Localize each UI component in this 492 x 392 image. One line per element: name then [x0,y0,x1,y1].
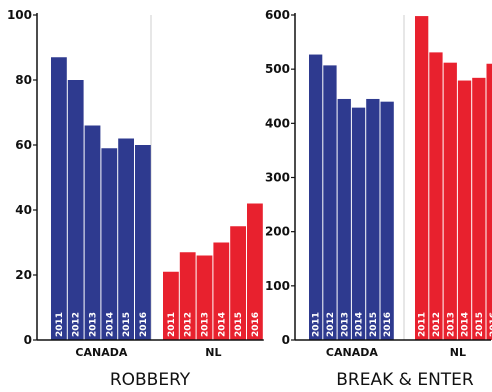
bar-year-label: 2013 [201,312,211,337]
bar-year-label: 2016 [251,312,261,337]
bar-canada-2011 [309,55,322,340]
y-tick-label: 100 [7,8,32,22]
bar-year-label: 2013 [340,312,350,337]
bar-year-label: 2015 [369,312,379,337]
category-label-canada: CANADA [326,346,378,359]
y-tick-label: 300 [265,171,290,185]
bar-canada-2014 [352,108,365,340]
bar-canada-2015 [118,139,134,341]
bar-canada-2016 [135,145,151,340]
bar-canada-2014 [101,148,117,340]
bar-canada-2013 [338,99,351,340]
y-tick-label: 200 [265,225,290,239]
bar-year-label: 2014 [105,312,115,337]
category-label-nl: NL [205,346,221,359]
bar-nl-2011 [415,16,428,340]
y-tick-label: 60 [15,138,32,152]
chart-panel-2: 2011 2012 2013 2014 2015 2016 2011 2012 2013 2014… [265,8,492,390]
category-label-canada: CANADA [75,346,127,359]
bar-canada-2013 [85,126,101,341]
y-tick-label: 0 [24,333,32,347]
y-tick-label: 80 [15,73,32,87]
bar-canada-2015 [366,99,379,340]
bar-year-label: 2012 [432,312,442,337]
bar-year-label: 2012 [184,312,194,337]
bar-year-label: 2016 [383,312,393,337]
bar-nl-2014 [458,81,471,340]
bar-year-label: 2012 [326,312,336,337]
bar-year-label: 2015 [234,312,244,337]
bar-canada-2012 [323,65,336,340]
bar-nl-2015 [472,78,485,340]
bar-year-label: 2014 [217,312,227,337]
bar-year-label: 2011 [418,312,428,337]
bar-year-label: 2014 [461,312,471,337]
bar-year-label: 2011 [312,312,322,337]
bar-year-label: 2015 [475,312,485,337]
bar-nl-2016 [487,64,492,340]
bar-canada-2011 [51,57,67,340]
chart-title: ROBBERY [110,370,191,390]
bar-year-label: 2012 [72,312,82,337]
chart-title: BREAK & ENTER [336,370,474,390]
bar-year-label: 2013 [446,312,456,337]
bar-year-label: 2015 [122,312,132,337]
bar-canada-2012 [68,80,84,340]
chart-panel-1: 2011 2012 2013 2014 2015 2016 2011 2012 2013 2014… [7,8,264,390]
y-tick-label: 100 [265,279,290,293]
y-tick-label: 40 [15,203,32,217]
bar-year-label: 2011 [55,312,65,337]
bar-canada-2016 [381,102,394,340]
bar-nl-2012 [429,52,442,340]
bar-nl-2013 [444,63,457,340]
y-tick-label: 20 [15,268,32,282]
bar-year-label: 2016 [139,312,149,337]
y-tick-label: 500 [265,62,290,76]
y-tick-label: 400 [265,116,290,130]
bar-year-label: 2013 [89,312,99,337]
y-tick-label: 0 [282,333,290,347]
bar-year-label: 2014 [355,312,365,337]
bar-year-label: 2011 [167,312,177,337]
y-tick-label: 600 [265,8,290,22]
category-label-nl: NL [450,346,466,359]
